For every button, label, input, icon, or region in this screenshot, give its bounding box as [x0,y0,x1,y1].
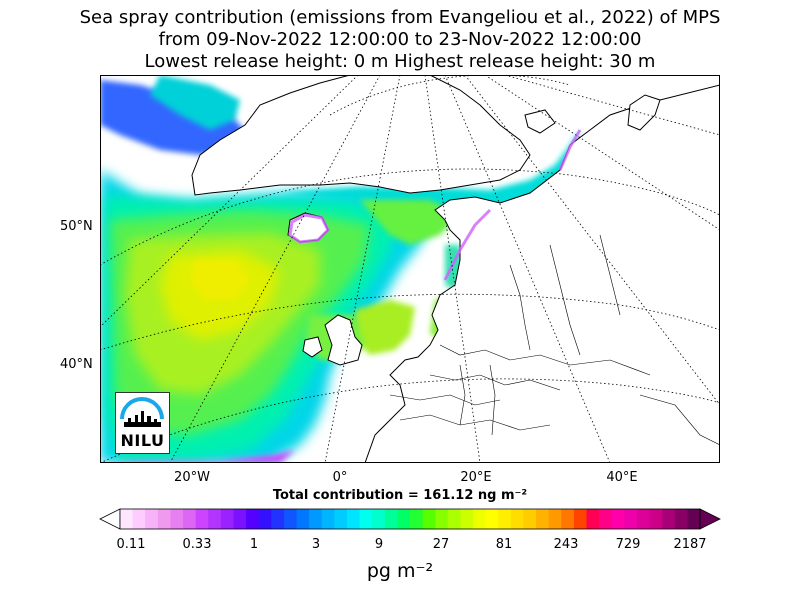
lon-label-0: 0° [332,470,348,485]
colorbar-swatch [460,509,474,529]
colorbar-swatch [296,509,310,529]
colorbar-swatch [649,509,663,529]
colorbar-swatch [548,509,562,529]
colorbar-units: pg m⁻² [366,560,434,582]
colorbar-svg [99,508,721,530]
nilu-logo-graphic [120,397,164,427]
nilu-logo: NILU [115,392,170,454]
colorbar-swatch [523,509,537,529]
colorbar-swatch [447,509,462,529]
colorbar-swatch [687,509,701,529]
colorbar-swatch [498,509,512,529]
colorbar-tick-3: 3 [311,537,321,552]
colorbar-swatch [359,509,373,529]
colorbar-swatch [561,509,575,529]
colorbar-swatch [573,509,588,529]
total-contribution: Total contribution = 161.12 ng m⁻² [272,488,528,503]
colorbar-swatch [674,509,688,529]
colorbar-swatch [372,509,386,529]
colorbar-swatch [624,509,638,529]
colorbar-swatch [636,509,651,529]
colorbar-swatch [208,509,222,529]
colorbar-tick-8: 729 [615,537,641,552]
lon-label-20e: 20°E [460,470,492,485]
colorbar-swatch [662,509,676,529]
lat-label-50n: 50°N [60,219,93,234]
colorbar-swatch [321,509,335,529]
colorbar-swatch [611,509,625,529]
colorbar-swatch [283,509,298,529]
colorbar-swatch [410,509,424,529]
lon-label-40e: 40°E [606,470,638,485]
colorbar-swatch [473,509,487,529]
colorbar-swatch [170,509,184,529]
colorbar-tick-2: 1 [249,537,259,552]
colorbar-tick-9: 2187 [673,537,707,552]
colorbar-swatch [599,509,613,529]
colorbar-swatch [334,509,348,529]
coastal-hotspots [288,129,582,281]
colorbar-swatch [271,509,285,529]
lon-label-20w: 20°W [174,470,210,485]
colorbar-under-arrow [99,508,121,530]
colorbar-swatch [132,509,146,529]
land-masses [191,75,720,463]
colorbar-swatch [384,509,398,529]
colorbar-swatch [120,509,134,529]
colorbar-swatch [422,509,436,529]
map-panel [100,75,720,463]
nilu-logo-text: NILU [120,431,165,450]
map-frame [100,75,720,463]
colorbar-swatch [435,509,449,529]
country-borders [389,234,720,446]
colorbar-swatch [233,509,247,529]
colorbar-swatch [510,509,525,529]
colorbar-tick-0: 0.11 [116,537,146,552]
colorbar-swatch [246,509,260,529]
colorbar-tick-6: 81 [495,537,513,552]
colorbar-swatch [195,509,209,529]
colorbar-swatch [485,509,499,529]
colorbar-tick-5: 27 [432,537,450,552]
colorbar [98,508,722,530]
title-line-1: Sea spray contribution (emissions from E… [79,7,721,28]
colorbar-tick-4: 9 [374,537,384,552]
concentration-field [100,75,710,463]
colorbar-swatch [220,509,235,529]
colorbar-swatch [586,509,600,529]
colorbar-tick-1: 0.33 [182,537,212,552]
colorbar-swatch [258,509,272,529]
colorbar-tick-7: 243 [553,537,579,552]
graticule [100,75,720,463]
colorbar-over-arrow [699,508,721,530]
colorbar-swatch [397,509,411,529]
title-line-2: from 09-Nov-2022 12:00:00 to 23-Nov-2022… [158,29,642,50]
title-line-3: Lowest release height: 0 m Highest relea… [144,51,656,72]
colorbar-swatch [309,509,323,529]
colorbar-swatch [346,509,361,529]
colorbar-frame [119,508,701,530]
lat-label-40n: 40°N [60,357,93,372]
colorbar-swatch [145,509,159,529]
colorbar-swatch [183,509,197,529]
map-svg [100,75,720,463]
colorbar-swatch [536,509,550,529]
colorbar-swatch [157,509,172,529]
